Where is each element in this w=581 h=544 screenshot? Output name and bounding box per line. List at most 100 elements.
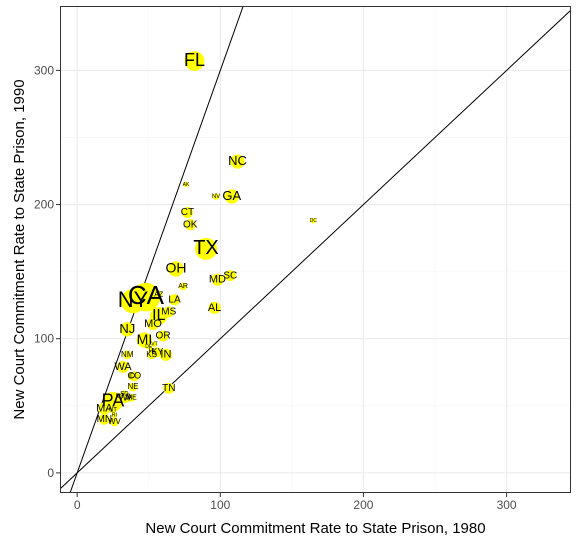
point-label-tn: TN <box>162 383 175 394</box>
point-label-al: AL <box>208 302 221 314</box>
point-wv <box>109 417 119 427</box>
point-label-vt: VT <box>151 341 157 347</box>
point-label-la: LA <box>168 294 181 305</box>
point-label-ms: MS <box>161 307 176 318</box>
y-tick-label: 100 <box>34 332 54 346</box>
point-label-ma: MA <box>96 402 113 414</box>
point-in <box>159 348 172 361</box>
point-or <box>157 330 169 342</box>
point-label-nv: NV <box>212 194 220 200</box>
point-az <box>154 290 163 299</box>
point-label-ut: UT <box>109 407 117 413</box>
point-label-wv: WV <box>108 417 122 426</box>
point-label-oh: OH <box>165 260 186 276</box>
point-nm <box>122 350 132 360</box>
point-label-hi: HI <box>149 348 155 354</box>
point-label-mt: MT <box>116 394 125 400</box>
reference-line-2 <box>60 9 571 490</box>
point-label-az: AZ <box>154 291 164 298</box>
point-la <box>169 294 181 306</box>
point-fl <box>184 51 205 71</box>
point-label-ny: NY <box>118 287 149 312</box>
point-label-mo: MO <box>144 318 162 330</box>
point-label-mi: MI <box>137 331 153 347</box>
point-ct <box>181 207 193 219</box>
major-gridlines <box>60 6 571 493</box>
point-label-me: ME <box>126 395 137 402</box>
reference-lines <box>60 6 571 493</box>
point-label-de: DE <box>145 344 153 350</box>
point-label-ne: NE <box>127 382 138 391</box>
x-tick-label: 0 <box>74 498 81 512</box>
point-label-tx: TX <box>193 237 219 259</box>
point-ga <box>224 189 239 204</box>
point-label-dc: DC <box>310 218 318 224</box>
point-label-ia: IA <box>125 395 132 402</box>
point-label-nm: NM <box>121 350 134 359</box>
point-ma <box>98 402 111 415</box>
point-label-sc: SC <box>223 270 237 281</box>
point-label-nj: NJ <box>119 321 135 336</box>
point-ny <box>120 289 146 314</box>
data-points <box>98 51 317 427</box>
point-tx <box>195 237 217 260</box>
point-mi <box>136 332 153 348</box>
point-vt <box>151 341 158 347</box>
x-axis-ticks: 0 100 200 300 <box>74 493 517 512</box>
point-label-co: CO <box>128 371 142 381</box>
point-label-ri: RI <box>112 413 117 419</box>
point-label-ar: AR <box>178 283 188 290</box>
point-ar <box>179 282 187 291</box>
point-mn <box>98 413 110 425</box>
y-tick-label: 300 <box>34 63 54 77</box>
point-ak <box>183 181 189 188</box>
point-label-md: MD <box>209 274 226 286</box>
point-oh <box>168 261 184 277</box>
panel-border <box>60 6 571 493</box>
y-axis-title: New Court Commitment Rate to State Priso… <box>11 79 28 419</box>
point-nv <box>212 193 220 200</box>
point-label-ky: KY <box>151 347 163 357</box>
y-tick-label: 0 <box>47 466 54 480</box>
reference-line-1 <box>69 6 244 493</box>
x-tick-label: 200 <box>353 498 373 512</box>
point-label-or: OR <box>156 331 171 342</box>
point-al <box>208 301 221 314</box>
point-ne <box>128 382 138 392</box>
point-sc <box>224 270 236 282</box>
point-co <box>129 371 140 382</box>
point-label-nc: NC <box>228 153 247 168</box>
x-axis-title: New Court Commitment Rate to State Priso… <box>145 520 485 537</box>
point-ut <box>109 406 117 414</box>
point-tn <box>163 382 175 394</box>
point-label-pa: PA <box>102 391 125 411</box>
point-ri <box>111 412 118 418</box>
point-label-fl: FL <box>184 50 205 70</box>
point-label-id: ID <box>128 373 135 380</box>
point-label-in: IN <box>160 349 171 361</box>
point-ia <box>124 393 133 402</box>
x-tick-label: 100 <box>210 498 230 512</box>
point-label-wa: WA <box>114 361 132 373</box>
point-nj <box>120 322 135 337</box>
point-nc <box>230 154 245 169</box>
point-label-ak: AK <box>183 182 190 188</box>
point-label-ks: KS <box>146 350 157 359</box>
point-label-wi: WI <box>118 392 130 403</box>
point-ms <box>163 306 175 318</box>
point-md <box>211 273 224 286</box>
point-ok <box>184 219 196 231</box>
point-label-ga: GA <box>222 188 241 203</box>
x-tick-label: 300 <box>497 498 517 512</box>
point-label-sd: SD <box>120 391 129 397</box>
point-label-ca: CA <box>128 280 165 310</box>
point-ks <box>147 350 157 360</box>
y-tick-label: 200 <box>34 198 54 212</box>
point-label-ok: OK <box>183 219 198 230</box>
point-dc <box>310 217 317 224</box>
point-label-ct: CT <box>181 207 194 218</box>
point-label-il: IL <box>152 307 165 324</box>
